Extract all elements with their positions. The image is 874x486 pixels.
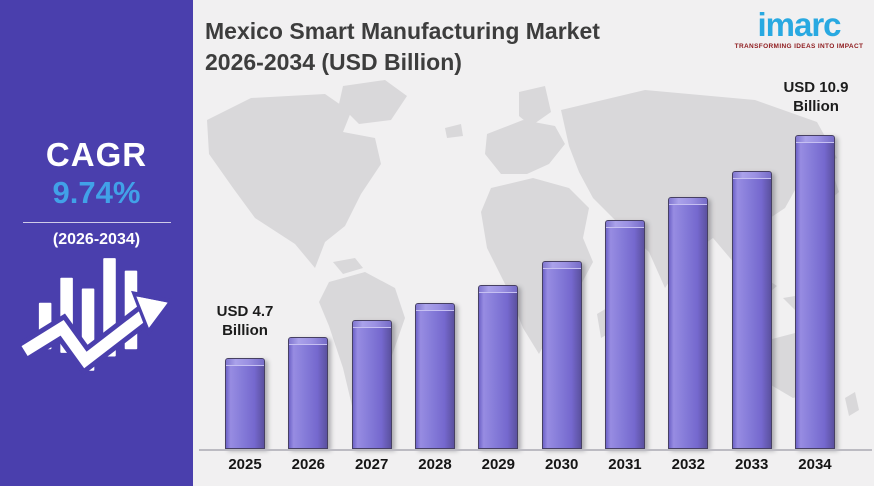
value-label-2034-line2: Billion: [793, 98, 839, 115]
imarc-logo: imarc TRANSFORMING IDEAS INTO IMPACT: [732, 6, 866, 50]
x-axis-line: [199, 449, 872, 451]
x-axis-label-2030: 2030: [544, 456, 579, 473]
bar-2026: [288, 337, 329, 449]
bar-slot-2034: 2034: [794, 0, 835, 473]
cagr-value: 9.74%: [52, 175, 141, 210]
bar-2033: [731, 171, 772, 449]
page-title: Mexico Smart Manufacturing Market 2026-2…: [205, 16, 600, 78]
imarc-logo-wordmark: imarc: [757, 6, 841, 43]
bar-2034: [794, 135, 835, 449]
x-axis-label-2031: 2031: [608, 456, 642, 473]
x-axis-label-2027: 2027: [354, 456, 389, 473]
cagr-label: CAGR: [45, 136, 148, 173]
bar-2025: [225, 358, 265, 449]
x-axis-label-2028: 2028: [418, 456, 452, 473]
bar-slot-2031: 2031: [604, 0, 645, 473]
imarc-logo-tagline: TRANSFORMING IDEAS INTO IMPACT: [734, 42, 864, 50]
chart-panel: Mexico Smart Manufacturing Market 2026-2…: [193, 0, 874, 486]
value-label-2025-line1: USD 4.7: [216, 303, 274, 320]
x-axis-label-2032: 2032: [671, 456, 705, 473]
x-axis-label-2025: 2025: [228, 456, 262, 473]
bar-slot-2027: 2027: [351, 0, 392, 473]
bar-slot-2026: 2026: [288, 0, 329, 473]
x-axis-label-2034: 2034: [798, 456, 832, 473]
title-line-1: Mexico Smart Manufacturing Market: [205, 18, 600, 44]
bar-chart: 2025 2026 2027 2028 2029 2030 2031 2032 2033 2034: [225, 0, 835, 473]
cagr-sidebar: CAGR 9.74% (2026-2034): [0, 0, 193, 486]
value-label-2025: USD 4.7 Billion: [200, 302, 290, 340]
cagr-period: (2026-2034): [52, 231, 141, 248]
value-label-2034: USD 10.9 Billion: [768, 78, 864, 116]
bar-2027: [351, 320, 392, 449]
bar-2031: [604, 220, 645, 449]
bar-slot-2033: 2033: [731, 0, 772, 473]
bar-slot-2025: 2025: [225, 0, 265, 473]
growth-chart-arrow-icon: [18, 248, 176, 393]
value-label-2034-line1: USD 10.9: [783, 79, 849, 96]
title-line-2: 2026-2034 (USD Billion): [205, 49, 462, 75]
bar-slot-2028: 2028: [414, 0, 455, 473]
bar-slot-2030: 2030: [541, 0, 582, 473]
bar-slot-2029: 2029: [478, 0, 519, 473]
bar-2030: [541, 261, 582, 449]
divider: [22, 222, 171, 223]
x-axis-label-2026: 2026: [291, 456, 326, 473]
x-axis-label-2033: 2033: [734, 456, 769, 473]
value-label-2025-line2: Billion: [222, 322, 268, 339]
bar-slot-2032: 2032: [668, 0, 709, 473]
bar-2028: [414, 303, 455, 449]
x-axis-label-2029: 2029: [481, 456, 515, 473]
bar-2029: [478, 285, 519, 449]
bar-2032: [668, 197, 709, 449]
